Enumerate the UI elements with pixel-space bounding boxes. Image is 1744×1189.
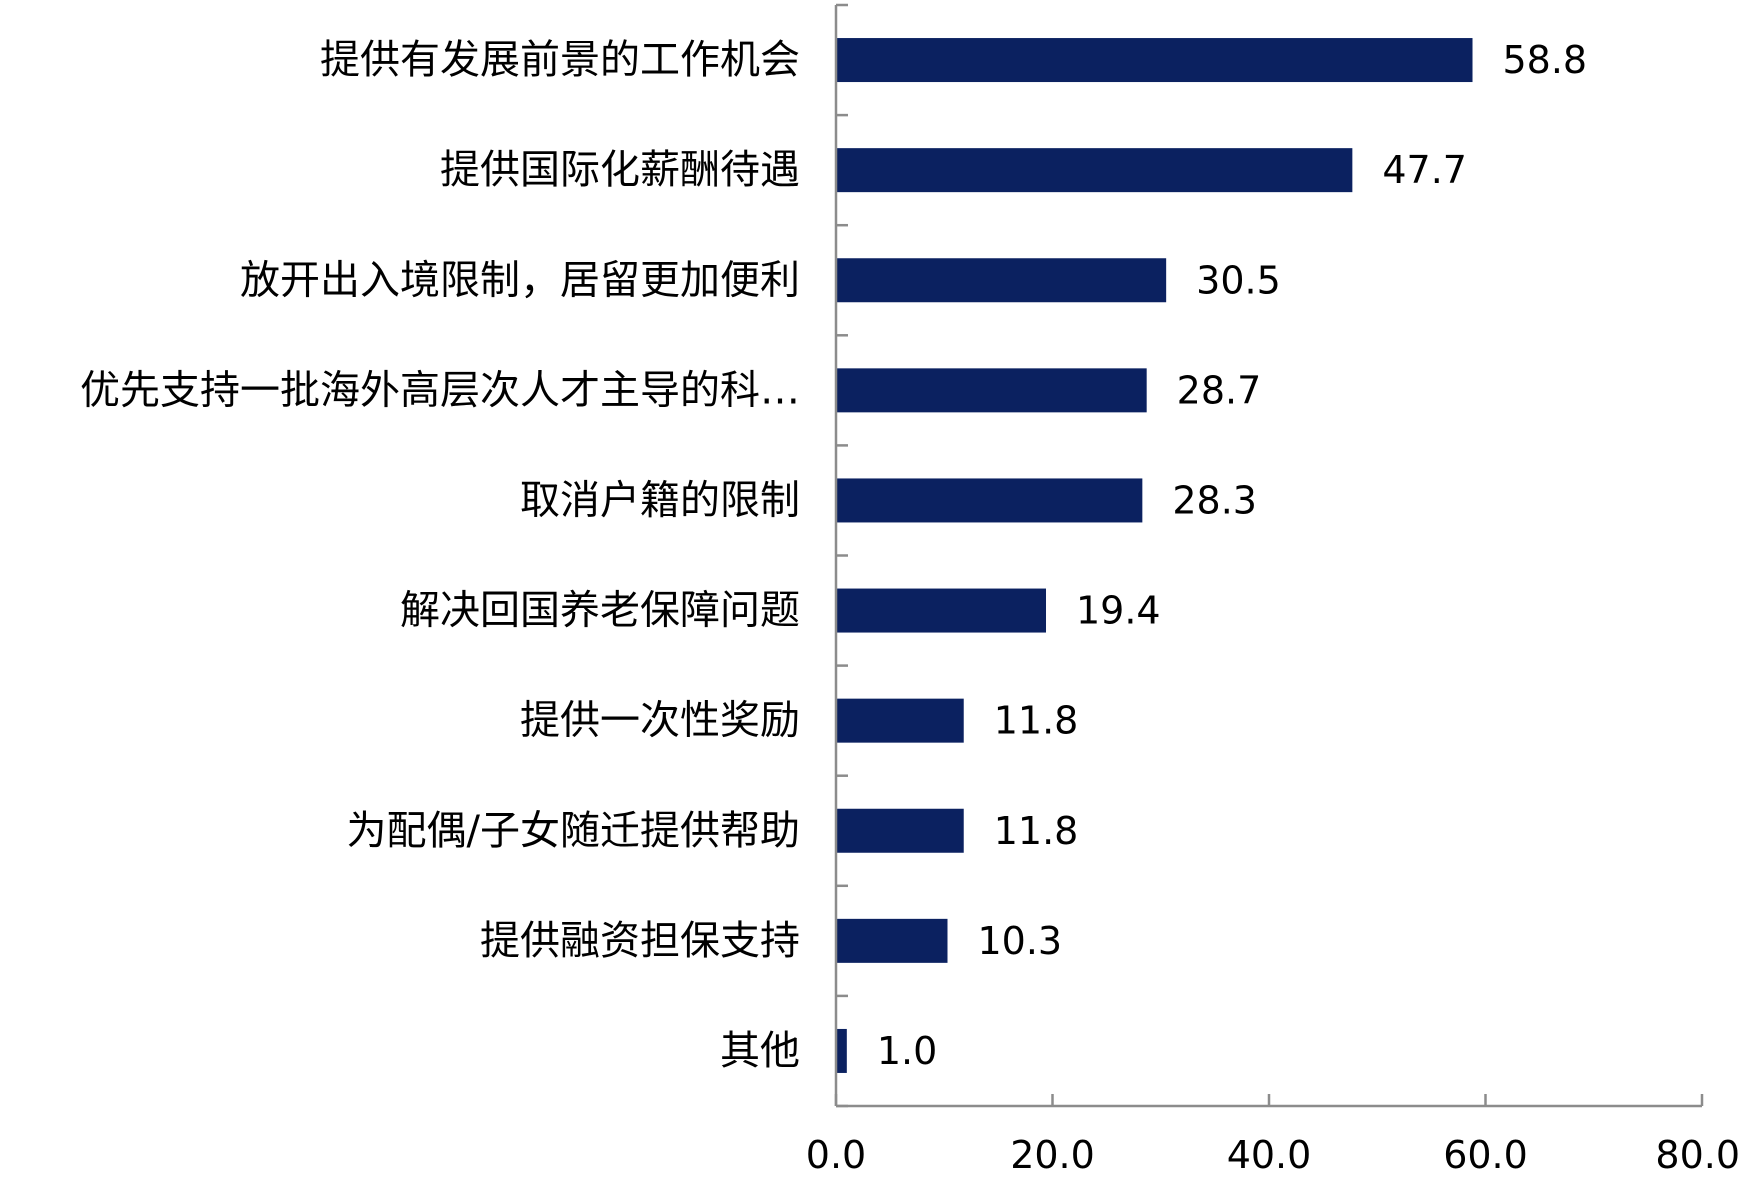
bar-2	[836, 258, 1167, 303]
labels-group: 提供有发展前景的工作机会 58.8 提供国际化薪酬待遇 47.7 放开出入境限制，居留更…	[80, 37, 1740, 1177]
value-label-7: 11.8	[994, 809, 1079, 853]
value-label-3: 28.7	[1177, 368, 1262, 412]
category-label-7: 为配偶/子女随迁提供帮助	[347, 808, 800, 854]
bar-8	[836, 918, 948, 963]
bar-6	[836, 698, 964, 743]
value-label-5: 19.4	[1076, 589, 1161, 633]
x-tick-label-4: 80.0	[1655, 1133, 1740, 1177]
value-label-0: 58.8	[1503, 38, 1588, 82]
category-label-6: 提供一次性奖励	[520, 698, 800, 744]
category-label-8: 提供融资担保支持	[480, 918, 800, 964]
bar-9	[836, 1028, 847, 1073]
x-tick-label-2: 40.0	[1227, 1133, 1312, 1177]
category-label-1: 提供国际化薪酬待遇	[440, 147, 800, 193]
bars-group	[836, 38, 1473, 1073]
x-tick-label-0: 0.0	[806, 1133, 866, 1177]
value-label-6: 11.8	[994, 699, 1079, 743]
value-label-4: 28.3	[1172, 478, 1257, 522]
value-label-2: 30.5	[1196, 258, 1281, 302]
x-tick-label-1: 20.0	[1010, 1133, 1095, 1177]
value-label-1: 47.7	[1382, 148, 1467, 192]
bar-3	[836, 368, 1147, 413]
category-label-2: 放开出入境限制，居留更加便利	[240, 257, 800, 303]
category-label-9: 其他	[720, 1028, 800, 1074]
value-label-9: 1.0	[877, 1029, 937, 1073]
value-label-8: 10.3	[977, 919, 1062, 963]
bar-1	[836, 148, 1353, 193]
category-label-4: 取消户籍的限制	[520, 477, 800, 523]
bar-5	[836, 588, 1047, 633]
axes-group	[834, 3, 1704, 1108]
bar-0	[836, 38, 1473, 83]
category-label-0: 提供有发展前景的工作机会	[320, 37, 800, 83]
category-label-3: 优先支持一批海外高层次人才主导的科…	[80, 367, 800, 413]
bar-4	[836, 478, 1143, 523]
bar-7	[836, 808, 964, 853]
x-tick-label-3: 60.0	[1443, 1133, 1528, 1177]
category-label-5: 解决回国养老保障问题	[400, 588, 800, 634]
